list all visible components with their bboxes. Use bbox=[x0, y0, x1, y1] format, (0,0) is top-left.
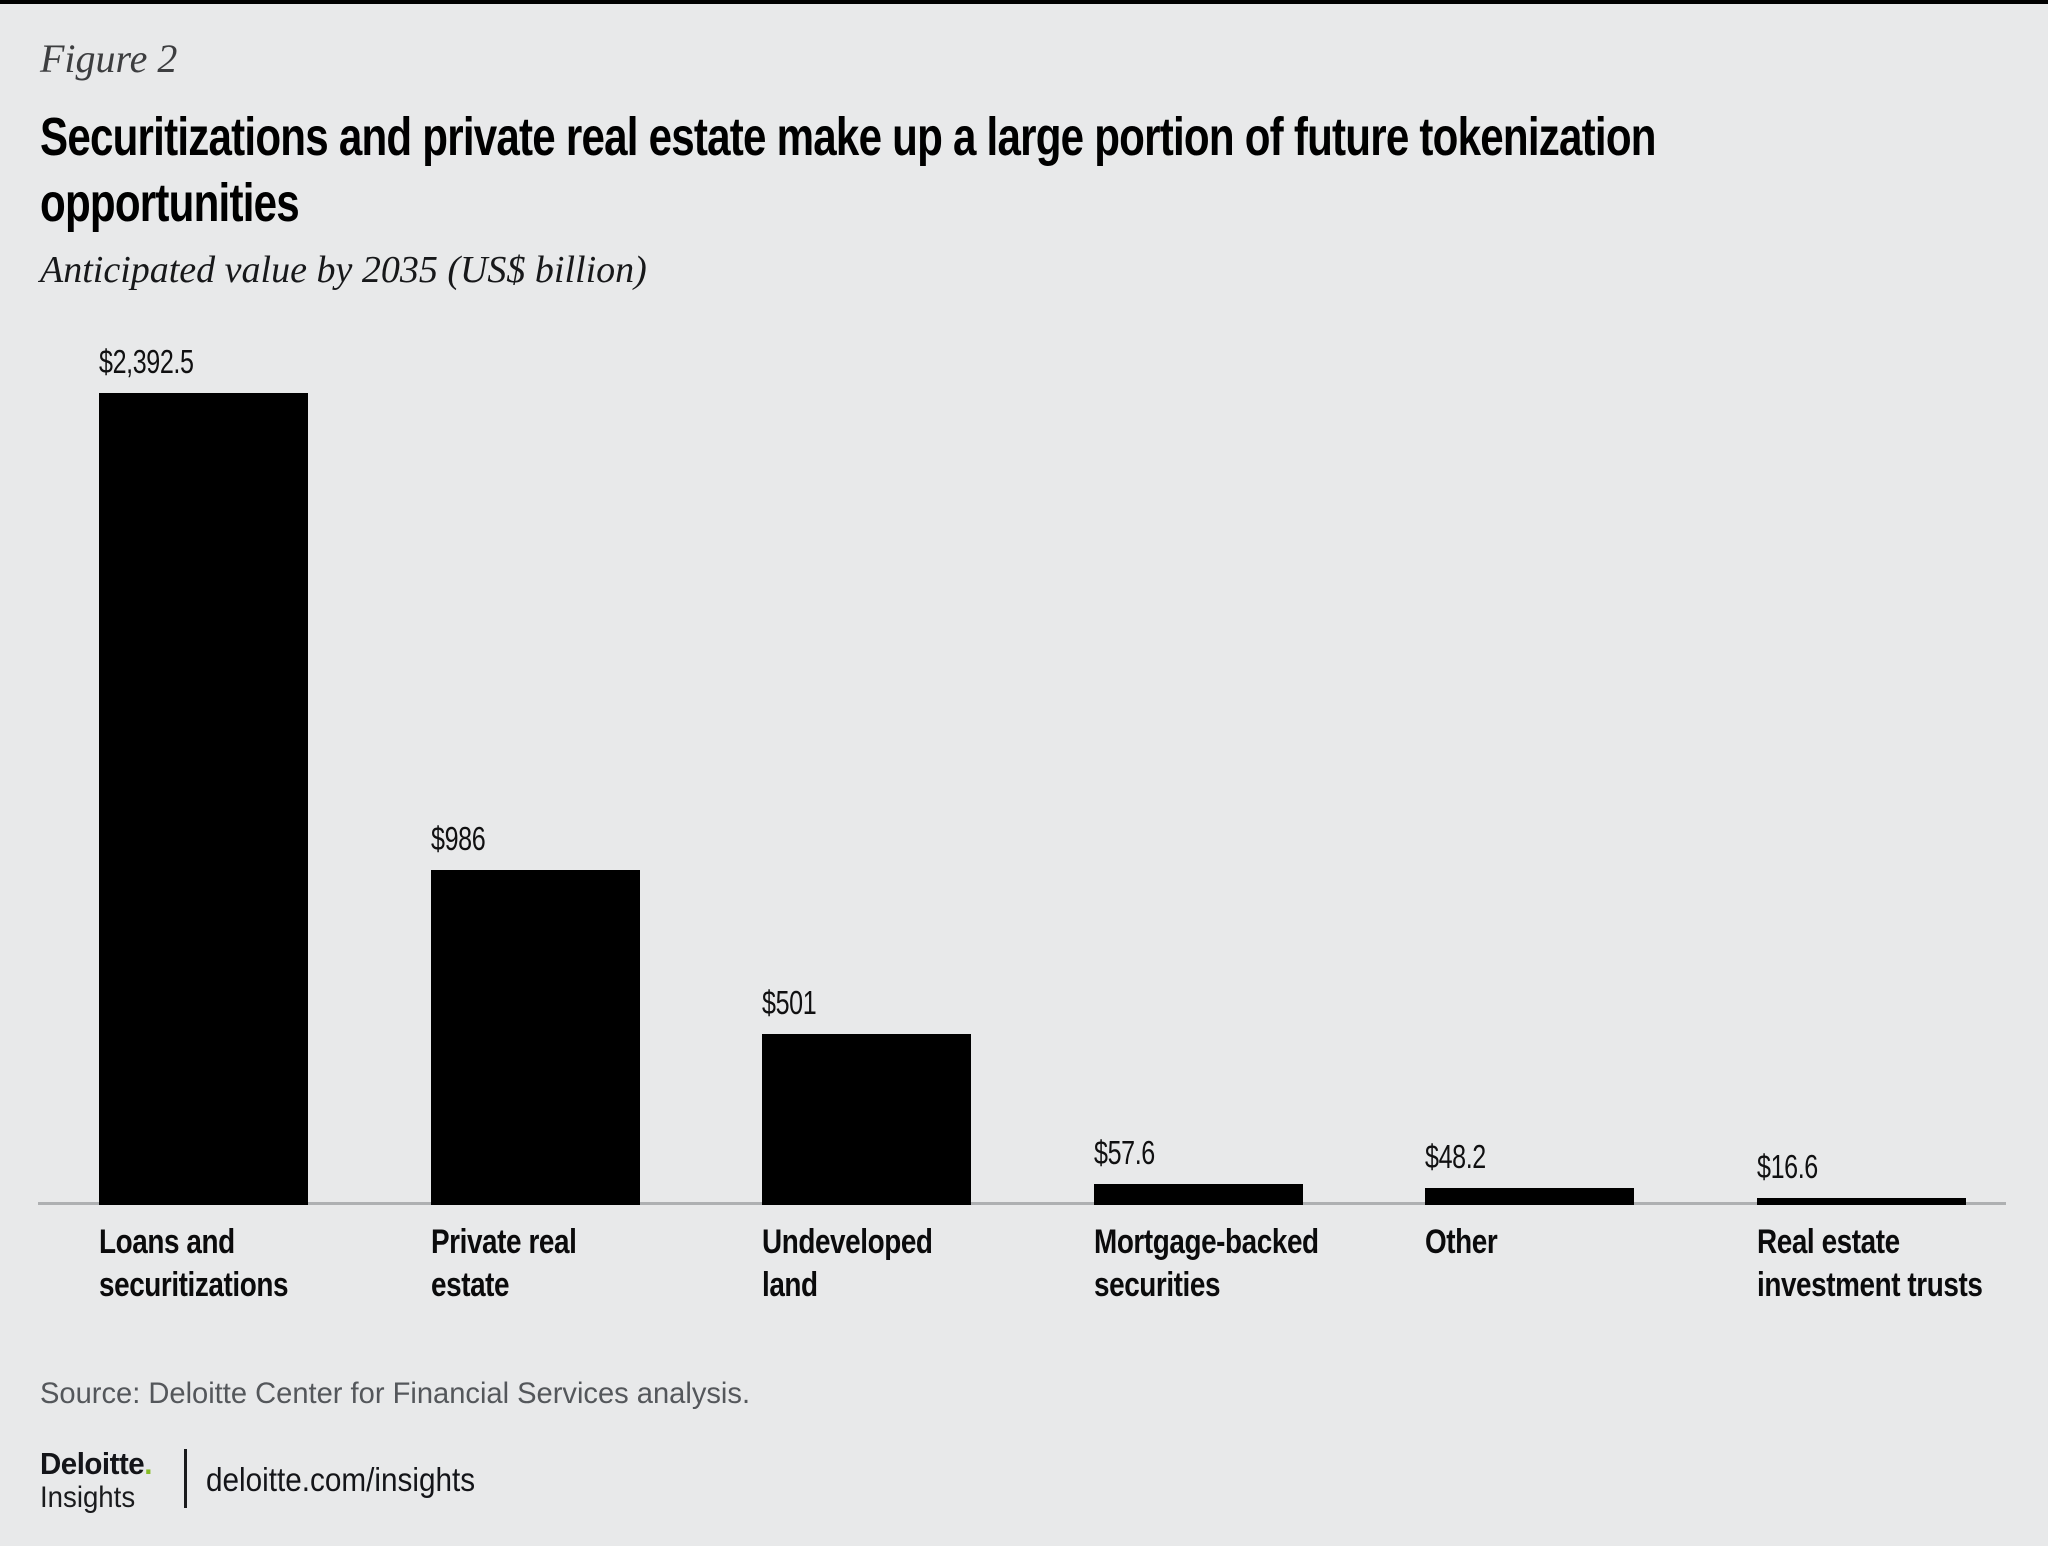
bar bbox=[99, 393, 308, 1205]
bar-category-label-line: land bbox=[762, 1266, 818, 1304]
bar-chart-plot-area: $2,392.5 Loans and securitizations $986 Priv… bbox=[38, 343, 2006, 1304]
bar-value-label: $16.6 bbox=[1757, 1148, 1818, 1185]
footer-divider-line bbox=[184, 1449, 187, 1508]
bar-value-label: $2,392.5 bbox=[99, 343, 194, 380]
bar bbox=[1094, 1184, 1303, 1205]
brand-insights-label: Insights bbox=[40, 1481, 136, 1514]
chart-title-line-1: Securitizations and private real estate … bbox=[40, 107, 1657, 167]
bar-category-label-line: Mortgage-backed bbox=[1094, 1223, 1319, 1261]
top-accent-bar bbox=[0, 0, 2048, 4]
bar-value-label: $57.6 bbox=[1094, 1134, 1155, 1171]
bar bbox=[1425, 1188, 1634, 1205]
bar-value-label: $986 bbox=[431, 820, 486, 857]
bar-category-label: Other bbox=[1425, 1221, 1513, 1264]
brand-url: deloitte.com/insights bbox=[206, 1461, 476, 1498]
bar-category-label-line: investment trusts bbox=[1757, 1266, 1983, 1304]
brand-name: Deloitte bbox=[40, 1446, 145, 1481]
bar bbox=[762, 1034, 971, 1205]
bar-value-label: $48.2 bbox=[1425, 1138, 1486, 1175]
bar-category-label-line: securities bbox=[1094, 1266, 1221, 1304]
source-note: Source: Deloitte Center for Financial Se… bbox=[40, 1377, 751, 1410]
bar-category-label-line: estate bbox=[431, 1266, 510, 1304]
bar-category-label-line: securitizations bbox=[99, 1266, 289, 1304]
bar-category-label-line: Private real bbox=[431, 1223, 577, 1261]
bar bbox=[431, 870, 640, 1205]
bar-value-label: $501 bbox=[762, 984, 817, 1021]
bar-category-label-line: Other bbox=[1425, 1223, 1498, 1261]
chart-title-line-2: opportunities bbox=[40, 173, 300, 233]
chart-subtitle: Anticipated value by 2035 (US$ billion) bbox=[40, 249, 647, 291]
bar-category-label: Real estate investment trusts bbox=[1757, 1221, 2032, 1307]
brand-wordmark: Deloitte. bbox=[40, 1448, 152, 1479]
brand-green-dot: . bbox=[144, 1446, 152, 1481]
deloitte-insights-logo: Deloitte. Insights bbox=[40, 1448, 158, 1513]
bar-category-label: Mortgage-backed securities bbox=[1094, 1221, 1368, 1307]
figure-label: Figure 2 bbox=[40, 36, 178, 81]
bar bbox=[1757, 1198, 1966, 1205]
x-axis-line bbox=[38, 1202, 2006, 1205]
bar-category-label-line: Undeveloped bbox=[762, 1223, 933, 1261]
bar-category-label: Undeveloped land bbox=[762, 1221, 970, 1307]
bar-category-label-line: Real estate bbox=[1757, 1223, 1900, 1261]
bar-category-label: Loans and securitizations bbox=[99, 1221, 330, 1307]
chart-title: Securitizations and private real estate … bbox=[40, 104, 2048, 236]
bar-category-label-line: Loans and bbox=[99, 1223, 235, 1261]
bar-category-label: Private real estate bbox=[431, 1221, 608, 1307]
